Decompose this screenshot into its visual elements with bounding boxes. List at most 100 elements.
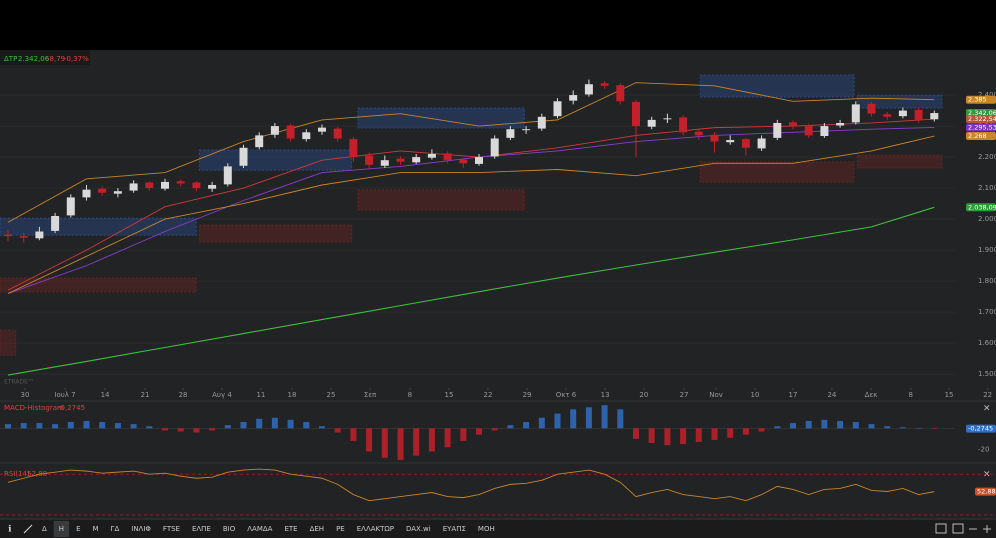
macd-bar	[428, 428, 435, 452]
indicator-line	[7, 135, 935, 294]
toolbar-item[interactable]: DAX.wi	[406, 525, 431, 533]
candle-body	[4, 234, 12, 237]
candle-body	[930, 113, 939, 120]
y-tick-label: 2.200	[978, 153, 996, 161]
candle-body	[632, 101, 640, 127]
candle-body	[820, 126, 829, 137]
toolbar-item[interactable]: ΒΙΟ	[223, 525, 236, 533]
zone	[198, 149, 353, 171]
toolbar-item[interactable]: ΡΕ	[336, 525, 345, 533]
toolbar-item[interactable]: ΓΔ	[111, 525, 120, 533]
candle-body	[145, 182, 154, 189]
macd-bar	[899, 427, 906, 429]
x-tick-label: 15	[445, 391, 454, 399]
macd-bar	[711, 428, 718, 440]
candle-body	[506, 129, 515, 138]
change-pct: -0,37%	[64, 55, 89, 63]
candle-body	[129, 183, 138, 191]
zone	[699, 161, 855, 183]
macd-bar	[617, 409, 624, 429]
toolbar-item[interactable]: ΕΤΕ	[284, 525, 297, 533]
macd-bar	[193, 428, 200, 433]
candle-body	[349, 139, 358, 158]
candle-body	[898, 110, 907, 117]
macd-bar	[83, 420, 90, 429]
candle-body	[694, 131, 703, 136]
candle-body	[113, 191, 122, 194]
price-tag	[966, 109, 996, 118]
chart-icon[interactable]	[935, 523, 947, 534]
toolbar-item[interactable]: ΛΑΜΔΑ	[247, 525, 272, 533]
macd-bar	[240, 422, 247, 429]
toolbar-item[interactable]: ΕΛΛΑΚΤΩΡ	[357, 525, 394, 533]
macd-bar	[601, 405, 608, 429]
macd-bar	[287, 419, 294, 429]
x-tick-label: 8	[408, 391, 412, 399]
candle-body	[647, 119, 656, 127]
candle-body	[176, 181, 185, 184]
macd-bar	[162, 428, 168, 431]
x-tick-label: Ιουλ 7	[54, 391, 75, 399]
zone	[198, 224, 353, 243]
x-tick-label: 14	[101, 391, 110, 399]
macd-bar	[884, 426, 891, 429]
rsi-tag	[975, 487, 996, 496]
toolbar-item[interactable]: ΕΥΑΠΣ	[443, 525, 466, 533]
candle-body	[475, 157, 483, 164]
x-tick-label: Αυγ 4	[212, 391, 232, 399]
candle-body	[270, 126, 279, 135]
bars-icon[interactable]	[952, 523, 964, 534]
candle-body	[255, 135, 264, 148]
zone	[0, 277, 197, 293]
candle-body	[208, 185, 217, 189]
price-tag	[966, 95, 996, 104]
macd-bar	[397, 428, 404, 460]
x-tick-label: 8	[909, 391, 913, 399]
macd-bar	[256, 418, 263, 429]
macd-bar	[837, 420, 844, 429]
candle-body	[710, 134, 719, 142]
toolbar-item[interactable]: Μ	[93, 525, 99, 533]
toolbar-item[interactable]: ΕΛΠΕ	[192, 525, 211, 533]
symbol: ΔΤΡ	[4, 55, 17, 63]
toolbar-item[interactable]: ΙΝΛΙΦ	[131, 525, 151, 533]
candle-body	[757, 138, 766, 149]
zone	[0, 217, 197, 236]
watermark: ETRADE™	[4, 379, 34, 386]
candle-body	[522, 129, 531, 131]
candle-body	[98, 188, 107, 193]
macd-tag-label: -0,2745	[968, 425, 993, 433]
draw-icon[interactable]	[23, 524, 33, 534]
candle-body	[914, 109, 923, 120]
candle-body	[161, 181, 169, 189]
macd-bar	[209, 428, 216, 431]
candle-body	[836, 122, 845, 126]
macd-bar	[460, 428, 467, 441]
macd-bar	[381, 428, 388, 458]
candle-body	[773, 122, 782, 138]
candle-body	[239, 147, 248, 166]
info-icon[interactable]: ℹ	[8, 525, 12, 535]
toolbar-item[interactable]: Δ	[42, 525, 47, 533]
price-tag	[966, 132, 996, 141]
candle-body	[867, 103, 876, 114]
candle-body	[66, 197, 75, 216]
candle-body	[600, 83, 609, 86]
toolbar-items: Δ Η Ε Μ ΓΔ ΙΝΛΙΦ FTSE ΕΛΠΕ ΒΙΟ ΛΑΜΔΑ ΕΤΕ ΔΕΗ ΡΕ ΕΛΛΑΚ…	[42, 521, 495, 537]
macd-bar	[130, 424, 137, 429]
toolbar-item[interactable]: Ε	[76, 525, 80, 533]
toolbar-item[interactable]: ΔΕΗ	[310, 525, 324, 533]
toolbar-item[interactable]: FTSE	[163, 525, 180, 533]
toolbar-item[interactable]: ΜΟΗ	[478, 525, 495, 533]
close-macd[interactable]: ×	[983, 404, 991, 414]
x-tick-label: 27	[680, 391, 689, 399]
toolbar-item[interactable]: Η	[59, 525, 64, 533]
macd-bar	[20, 423, 27, 429]
indicator-line	[7, 82, 935, 223]
y-tick-label: 2.400	[978, 91, 996, 99]
price-tag-label: 2.038,09	[968, 203, 996, 211]
candle-body	[616, 85, 625, 102]
candle-body	[333, 128, 342, 139]
candle-body	[51, 216, 60, 231]
